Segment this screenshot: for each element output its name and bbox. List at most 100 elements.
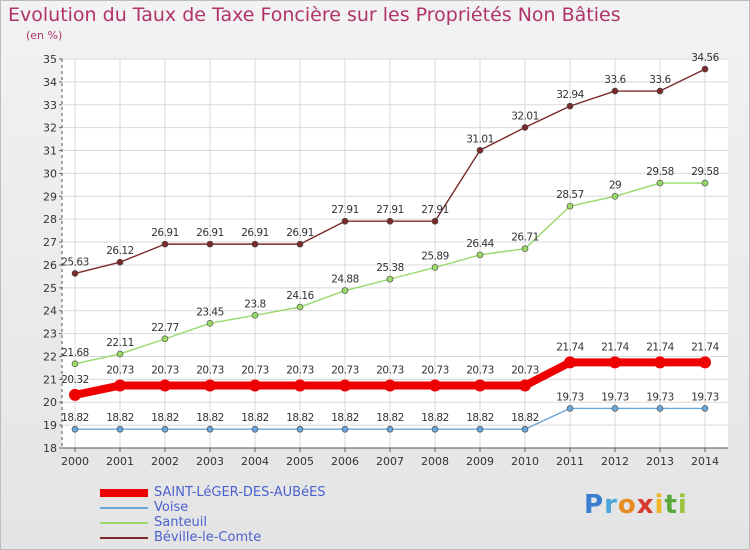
data-label: 33.6: [604, 74, 626, 86]
data-point: [564, 356, 576, 369]
y-tick-label: 25: [43, 282, 57, 295]
data-point: [296, 425, 304, 433]
x-tick-label: 2000: [61, 455, 89, 468]
data-point: [249, 379, 261, 392]
data-point: [71, 360, 79, 368]
data-point: [71, 270, 79, 277]
legend-swatch-saint-leger: [100, 489, 148, 497]
data-label: 21.74: [556, 341, 584, 353]
data-label: 19.73: [556, 391, 584, 403]
data-point: [656, 179, 664, 187]
data-point: [429, 379, 441, 392]
data-point: [519, 379, 531, 392]
data-label: 19.73: [601, 391, 629, 403]
data-label: 22.11: [106, 337, 134, 349]
data-point: [206, 240, 214, 248]
data-label: 20.73: [196, 365, 224, 377]
data-point: [386, 425, 394, 433]
data-label: 22.77: [151, 322, 179, 334]
legend-label: Santeuil: [154, 515, 208, 530]
data-label: 18.82: [241, 412, 269, 424]
data-label: 18.82: [511, 412, 539, 424]
x-tick-label: 2002: [151, 455, 179, 468]
data-label: 26.12: [106, 245, 134, 257]
data-label: 26.91: [151, 227, 179, 239]
data-point: [566, 202, 574, 210]
data-label: 31.01: [466, 133, 494, 145]
data-point: [474, 379, 486, 392]
x-tick-label: 2014: [691, 455, 719, 468]
data-label: 18.82: [286, 412, 314, 424]
y-tick-label: 23: [43, 328, 57, 341]
data-label: 20.73: [466, 365, 494, 377]
data-label: 18.82: [421, 412, 449, 424]
data-label: 20.73: [286, 365, 314, 377]
data-label: 26.91: [286, 227, 314, 239]
data-label: 18.82: [331, 412, 359, 424]
data-point: [294, 379, 306, 392]
data-point: [566, 102, 574, 110]
data-point: [339, 379, 351, 392]
y-tick-label: 31: [43, 145, 57, 158]
legend-label: Béville-le-Comte: [154, 530, 262, 545]
data-point: [431, 264, 439, 271]
legend-label: Voise: [154, 500, 189, 515]
data-point: [206, 425, 214, 433]
data-label: 26.44: [466, 238, 494, 250]
x-tick-label: 2010: [511, 455, 539, 468]
data-point: [476, 147, 484, 154]
data-label: 29: [609, 179, 621, 191]
data-point: [701, 179, 709, 187]
data-label: 26.91: [241, 227, 269, 239]
x-tick-label: 2009: [466, 455, 494, 468]
x-tick-label: 2008: [421, 455, 449, 468]
data-label: 18.82: [376, 412, 404, 424]
x-tick-label: 2001: [106, 455, 134, 468]
data-point: [161, 335, 169, 343]
data-label: 27.91: [421, 204, 449, 216]
y-tick-label: 30: [43, 167, 57, 180]
data-point: [386, 217, 394, 225]
data-label: 25.63: [61, 256, 89, 268]
data-label: 24.88: [331, 274, 359, 286]
data-point: [609, 356, 621, 369]
y-tick-label: 22: [43, 350, 57, 363]
data-point: [701, 405, 709, 412]
data-label: 28.57: [556, 189, 584, 201]
data-point: [116, 425, 124, 433]
data-point: [431, 217, 439, 225]
y-tick-label: 33: [43, 99, 57, 112]
data-label: 21.74: [646, 341, 674, 353]
data-point: [654, 356, 666, 369]
data-label: 19.73: [691, 391, 719, 403]
data-point: [159, 379, 171, 392]
data-point: [204, 379, 216, 392]
data-label: 25.38: [376, 262, 404, 274]
data-point: [386, 275, 394, 283]
data-point: [206, 319, 214, 327]
data-label: 20.73: [106, 365, 134, 377]
data-label: 19.73: [646, 391, 674, 403]
data-label: 21.74: [691, 341, 719, 353]
data-label: 18.82: [61, 412, 89, 424]
data-label: 23.8: [244, 298, 265, 310]
data-label: 23.45: [196, 306, 224, 318]
data-point: [116, 258, 124, 266]
y-tick-label: 26: [43, 259, 57, 272]
legend-swatch-santeuil: [100, 522, 148, 524]
data-point: [161, 240, 169, 248]
data-point: [521, 425, 529, 433]
data-point: [161, 425, 169, 433]
data-point: [341, 287, 349, 294]
data-point: [296, 240, 304, 248]
data-label: 18.82: [466, 412, 494, 424]
data-label: 21.68: [61, 347, 89, 359]
data-label: 33.6: [649, 74, 671, 86]
y-tick-label: 28: [43, 213, 57, 226]
x-tick-label: 2013: [646, 455, 674, 468]
data-point: [476, 425, 484, 433]
y-tick-label: 34: [43, 76, 57, 89]
y-tick-label: 27: [43, 236, 57, 249]
data-label: 32.94: [556, 89, 584, 101]
